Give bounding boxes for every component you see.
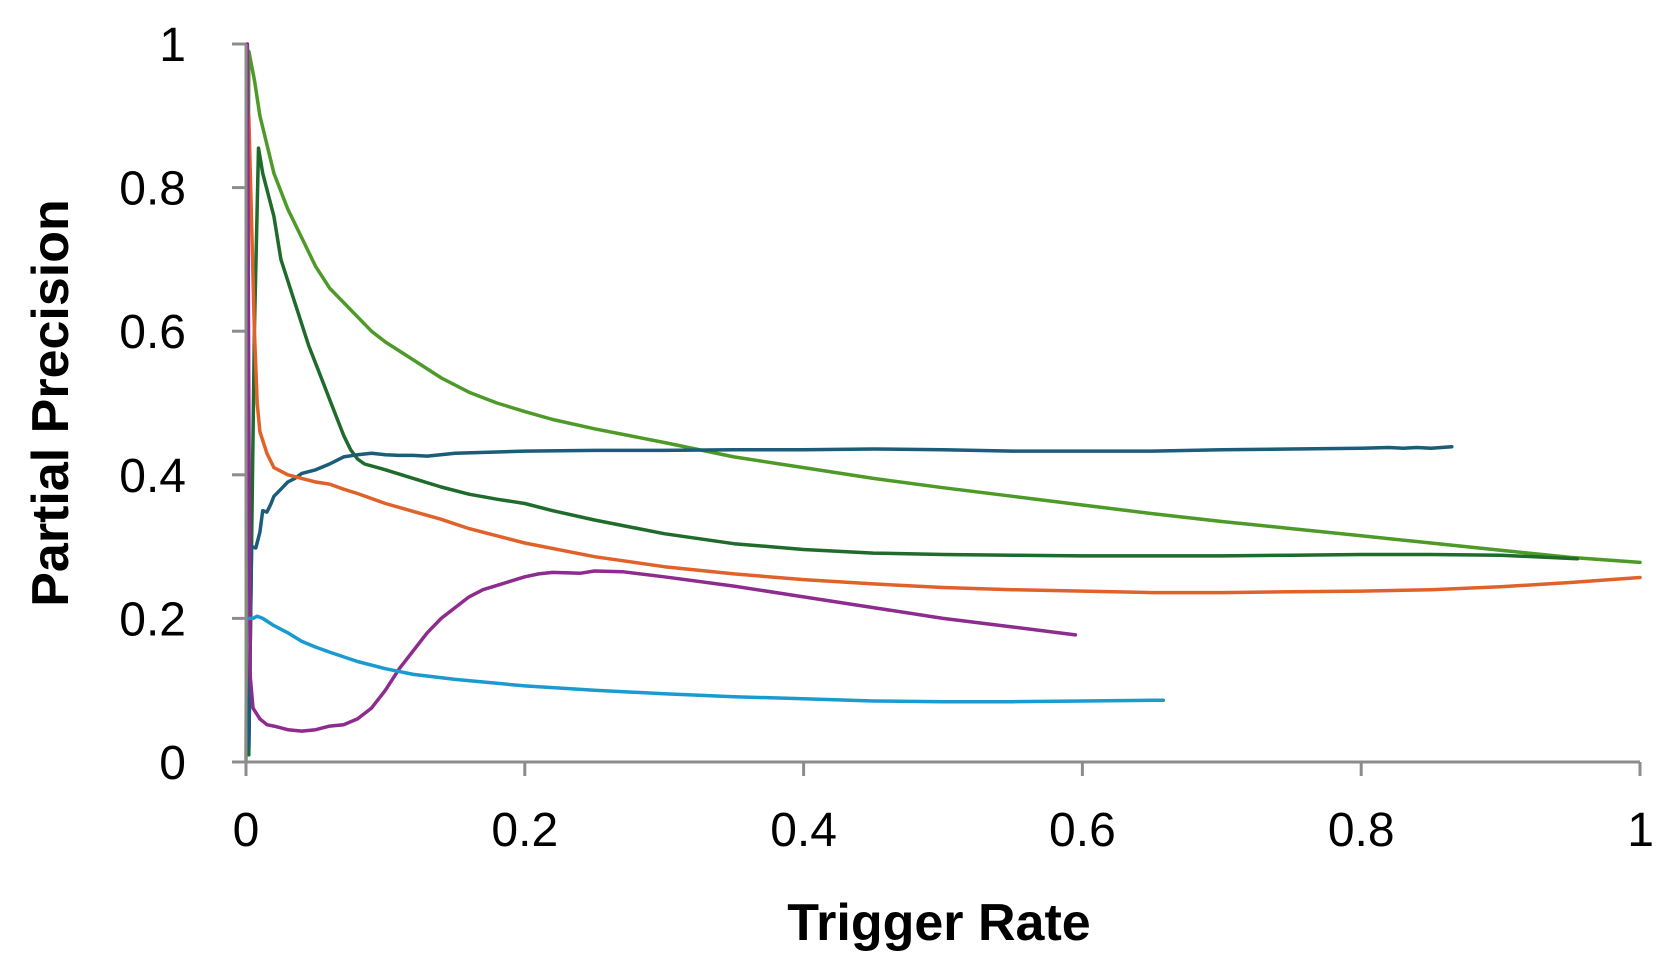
x-tick-label: 0.2 (491, 804, 558, 857)
x-tick-label: 0.6 (1049, 804, 1116, 857)
x-axis-title: Trigger Rate (787, 894, 1090, 952)
y-tick-label: 0.6 (119, 306, 186, 359)
y-tick-label: 0.4 (119, 450, 186, 503)
series-line-orange (247, 114, 1642, 595)
y-axis-ticks: 0 0.2 0.4 0.6 0.8 1 (119, 19, 246, 790)
x-tick-label: 0.4 (770, 804, 837, 857)
x-tick-label: 1 (1627, 804, 1654, 857)
series-line-light-green (244, 49, 1642, 764)
y-tick-label: 0.2 (119, 593, 186, 646)
y-tick-label: 1 (159, 19, 186, 72)
series-line-dark-green (247, 146, 1580, 757)
x-axis-ticks: 0 0.2 0.4 0.6 0.8 1 (233, 762, 1654, 857)
y-tick-label: 0 (159, 737, 186, 790)
y-axis-title: Partial Precision (22, 199, 80, 607)
y-tick-label: 0.8 (119, 163, 186, 216)
x-tick-label: 0.8 (1328, 804, 1395, 857)
series-line-light-blue (247, 614, 1166, 704)
series-line-teal (247, 445, 1454, 750)
x-tick-label: 0 (233, 804, 260, 857)
series-layer (244, 42, 1642, 764)
series-line-purple (245, 42, 1078, 733)
